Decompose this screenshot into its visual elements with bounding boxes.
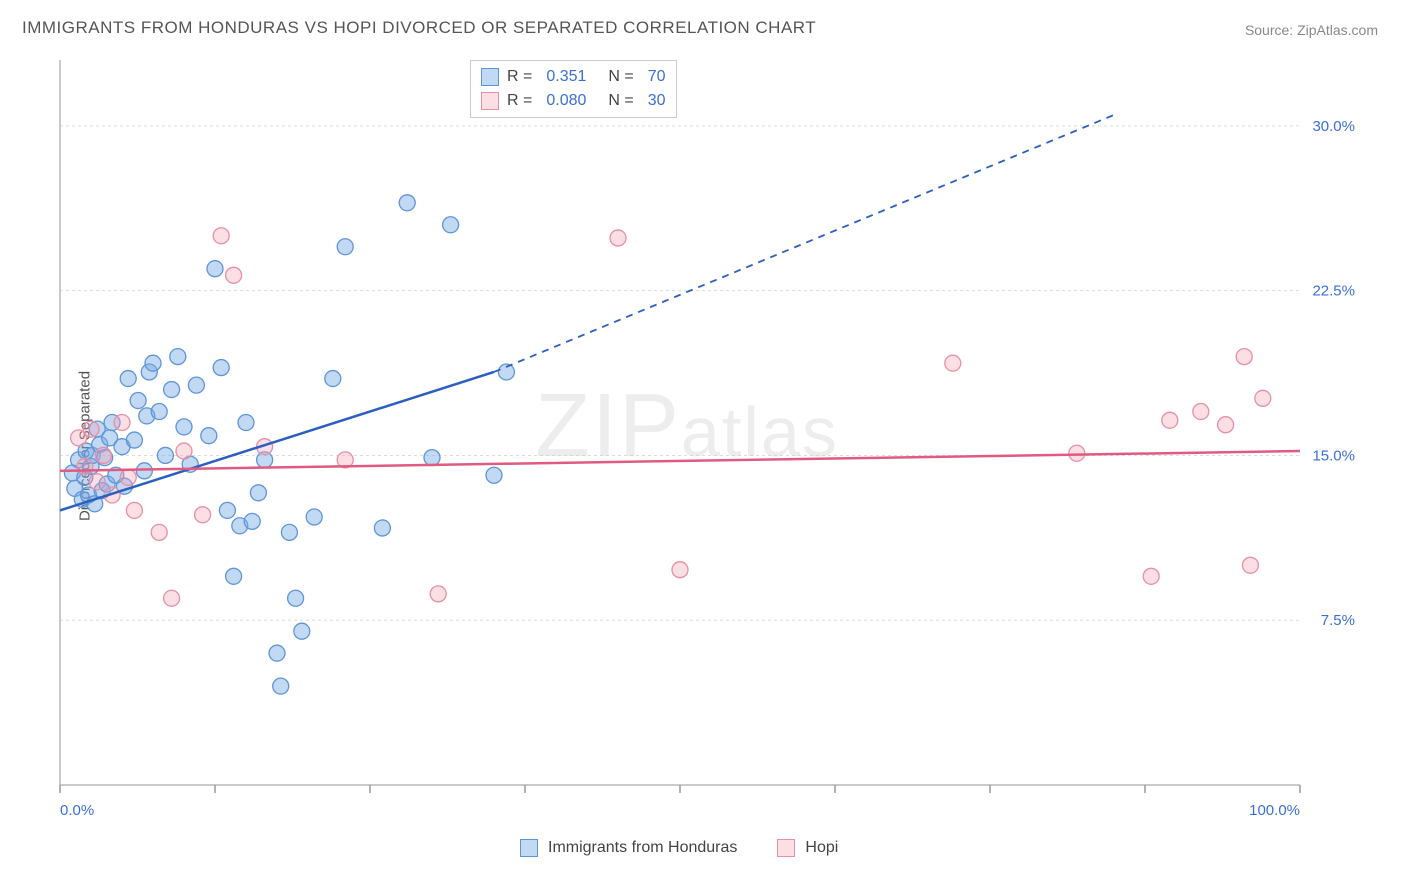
svg-text:0.0%: 0.0% [60,802,94,819]
source-attribution: Source: ZipAtlas.com [1245,22,1378,38]
legend-swatch-pink [777,839,795,857]
legend-r-label: R = [507,68,532,86]
source-value: ZipAtlas.com [1297,22,1378,38]
svg-text:7.5%: 7.5% [1321,612,1355,629]
legend-r-label: R = [507,92,532,110]
series-legend: Immigrants from Honduras Hopi [520,839,838,857]
source-label: Source: [1245,22,1297,38]
correlation-legend: R = 0.351 N = 70 R = 0.080 N = 30 [470,60,677,118]
legend-n-value: 70 [648,68,666,86]
scatter-chart-svg: 7.5% 15.0% 22.5% 30.0% 0.0% 100.0% [50,55,1370,825]
legend-swatch-blue [520,839,538,857]
legend-n-label: N = [608,92,633,110]
legend-row-pink: R = 0.080 N = 30 [481,89,666,113]
chart-plot-area: 7.5%15.0%22.5%30.0%0.0%100.0% ZIPatlas R… [50,55,1370,825]
svg-text:30.0%: 30.0% [1312,118,1355,135]
legend-swatch-blue [481,68,499,86]
svg-text:15.0%: 15.0% [1312,447,1355,464]
chart-title: IMMIGRANTS FROM HONDURAS VS HOPI DIVORCE… [22,18,816,38]
svg-text:22.5%: 22.5% [1312,283,1355,300]
legend-series-label: Immigrants from Honduras [548,839,737,857]
svg-text:100.0%: 100.0% [1249,802,1300,819]
legend-r-value: 0.080 [546,92,586,110]
legend-n-value: 30 [648,92,666,110]
legend-r-value: 0.351 [546,68,586,86]
legend-row-blue: R = 0.351 N = 70 [481,65,666,89]
legend-swatch-pink [481,92,499,110]
legend-series-label: Hopi [805,839,838,857]
legend-n-label: N = [608,68,633,86]
